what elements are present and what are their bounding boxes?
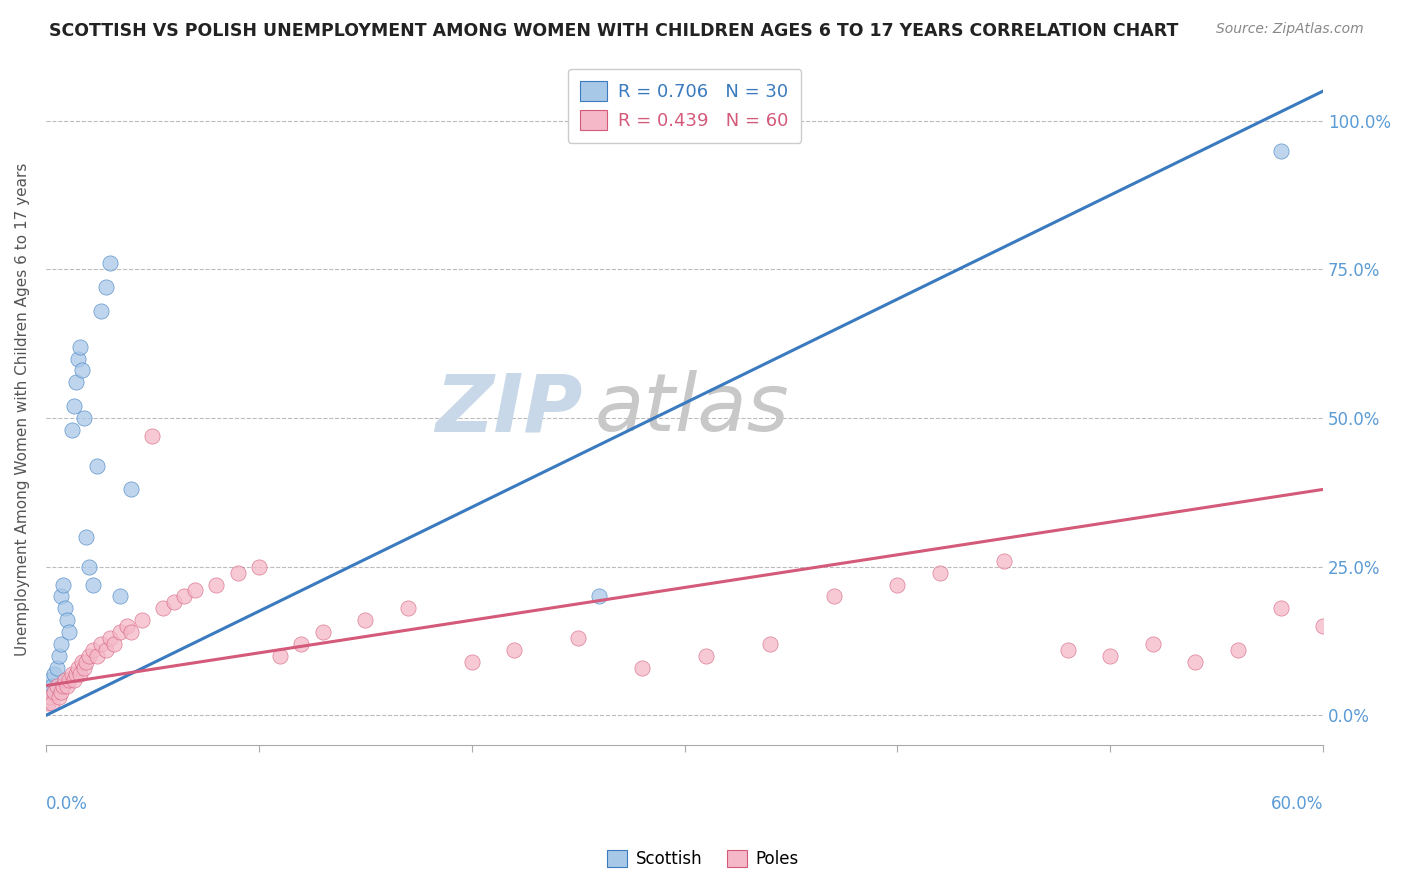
Point [1056,643,1078,657]
Point [58,625,80,640]
Point [48,690,70,705]
Point [94,643,117,657]
Point [631,661,654,675]
Text: Source: ZipAtlas.com: Source: ZipAtlas.com [1216,22,1364,37]
Point [226,566,249,580]
Point [37,697,59,711]
Point [82,643,104,657]
Point [82,577,104,591]
Y-axis label: Unemployment Among Women with Children Ages 6 to 17 years: Unemployment Among Women with Children A… [15,162,30,656]
Point [1270,144,1292,158]
Point [41,697,63,711]
Point [65,666,87,681]
Point [73,411,96,425]
Point [141,429,163,443]
Text: 60.0%: 60.0% [1271,796,1323,814]
Point [60,423,83,437]
Point [52,577,75,591]
Point [39,690,62,705]
Point [70,363,93,377]
Point [1184,655,1206,669]
Point [62,673,84,687]
Point [695,648,717,663]
Point [52,679,75,693]
Point [184,583,207,598]
Point [103,637,125,651]
Point [152,601,174,615]
Point [115,619,138,633]
Point [98,256,121,270]
Point [62,399,84,413]
Point [69,340,91,354]
Point [66,661,89,675]
Point [567,631,589,645]
Point [45,661,67,675]
Point [396,601,419,615]
Text: ZIP: ZIP [434,370,582,448]
Point [49,637,72,651]
Point [929,566,952,580]
Point [173,590,195,604]
Point [163,595,186,609]
Point [86,648,108,663]
Point [75,530,97,544]
Point [53,601,76,615]
Point [120,625,142,640]
Point [460,655,482,669]
Point [269,648,291,663]
Point [39,673,62,687]
Point [1270,601,1292,615]
Point [58,673,80,687]
Point [290,637,312,651]
Point [993,554,1015,568]
Point [53,673,76,687]
Point [354,613,377,627]
Point [758,637,780,651]
Point [77,559,100,574]
Point [75,655,97,669]
Point [56,613,79,627]
Legend: R = 0.706   N = 30, R = 0.439   N = 60: R = 0.706 N = 30, R = 0.439 N = 60 [568,69,801,143]
Point [1227,643,1250,657]
Point [503,643,526,657]
Point [312,625,335,640]
Point [131,613,153,627]
Point [49,684,72,698]
Point [110,590,132,604]
Point [66,351,89,366]
Text: 0.0%: 0.0% [46,796,87,814]
Point [56,679,79,693]
Point [1312,619,1334,633]
Point [44,666,66,681]
Point [110,625,132,640]
Point [823,590,845,604]
Point [1099,648,1122,663]
Point [44,684,66,698]
Point [73,661,96,675]
Text: atlas: atlas [595,370,790,448]
Point [886,577,908,591]
Point [70,655,93,669]
Point [90,637,112,651]
Point [49,590,72,604]
Point [98,631,121,645]
Point [94,280,117,294]
Point [77,648,100,663]
Point [45,679,67,693]
Point [48,648,70,663]
Point [60,666,83,681]
Point [86,458,108,473]
Point [205,577,228,591]
Point [69,666,91,681]
Point [120,483,142,497]
Legend: Scottish, Poles: Scottish, Poles [600,843,806,875]
Text: SCOTTISH VS POLISH UNEMPLOYMENT AMONG WOMEN WITH CHILDREN AGES 6 TO 17 YEARS COR: SCOTTISH VS POLISH UNEMPLOYMENT AMONG WO… [49,22,1178,40]
Point [65,376,87,390]
Point [90,304,112,318]
Point [247,559,270,574]
Point [588,590,610,604]
Point [1142,637,1164,651]
Point [41,679,63,693]
Point [37,684,59,698]
